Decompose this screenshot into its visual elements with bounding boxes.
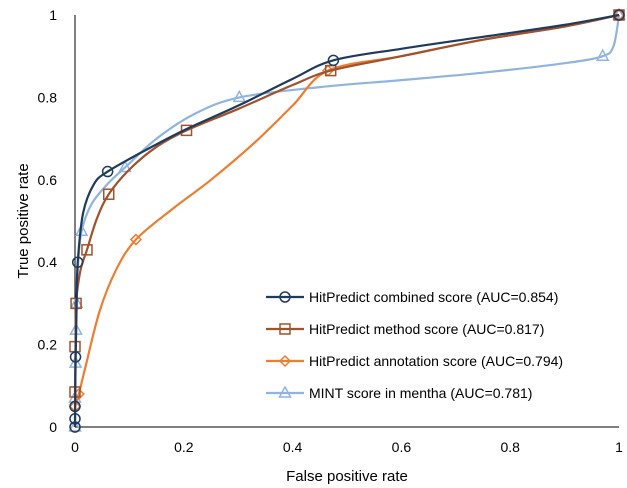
data-point-diamond — [129, 233, 142, 246]
data-point-circle — [69, 413, 81, 425]
legend-label: HitPredict method score (AUC=0.817) — [309, 321, 544, 337]
data-point-circle — [69, 351, 82, 363]
legend-label: HitPredict combined score (AUC=0.854) — [309, 289, 558, 305]
data-point-square — [102, 188, 115, 200]
data-point-triangle — [74, 223, 89, 237]
x-tick-label: 0.6 — [392, 439, 412, 455]
legend-marker — [279, 323, 291, 335]
data-point-square — [81, 244, 93, 256]
x-tick-label: 0.8 — [500, 439, 520, 455]
series-line — [73, 13, 620, 392]
legend-item: HitPredict annotation score (AUC=0.794) — [266, 353, 563, 369]
plot-area: 0 0.2 0.4 0.6 0.8 1 0 0.2 0.4 0.6 0.8 1 — [38, 7, 626, 455]
data-point-circle — [613, 9, 625, 21]
x-tick-label: 0.2 — [174, 439, 194, 455]
legend-item: HitPredict combined score (AUC=0.854) — [266, 289, 558, 305]
x-tick-labels: 0 0.2 0.4 0.6 0.8 1 — [71, 439, 623, 455]
legend-marker — [279, 291, 291, 303]
y-tick-label: 0.2 — [38, 337, 58, 353]
data-point-circle — [69, 400, 81, 413]
data-point-triangle — [595, 48, 610, 61]
y-tick-label: 0 — [49, 419, 57, 435]
data-point-circle — [101, 165, 114, 178]
y-tick-label: 0.4 — [38, 254, 58, 270]
x-tick-label: 1 — [615, 439, 623, 455]
legend: HitPredict combined score (AUC=0.854) Hit… — [266, 289, 563, 401]
legend-label: HitPredict annotation score (AUC=0.794) — [309, 353, 563, 369]
series-2 — [69, 9, 625, 398]
data-point-circle — [327, 54, 340, 67]
data-point-triangle — [118, 159, 132, 173]
legend-label: MINT score in mentha (AUC=0.781) — [309, 385, 532, 401]
data-point-circle — [69, 421, 81, 433]
data-point-circle — [71, 256, 84, 268]
series-layer — [68, 7, 626, 433]
x-tick-label: 0 — [71, 439, 79, 455]
legend-item: HitPredict method score (AUC=0.817) — [266, 321, 544, 337]
data-point-triangle — [232, 89, 247, 103]
x-axis-title: False positive rate — [286, 468, 408, 485]
legend-marker — [278, 354, 292, 368]
data-point-square — [324, 64, 337, 77]
series-1 — [69, 9, 625, 433]
series-line — [73, 13, 620, 407]
y-tick-labels: 0 0.2 0.4 0.6 0.8 1 — [38, 7, 58, 435]
series-line — [73, 13, 620, 428]
y-axis-title: True positive rate — [15, 163, 32, 278]
y-tick-label: 0.8 — [38, 89, 58, 105]
legend-item: MINT score in mentha (AUC=0.781) — [266, 385, 532, 401]
y-tick-label: 1 — [49, 7, 57, 23]
data-point-triangle — [68, 419, 82, 432]
legend-marker — [278, 385, 292, 398]
x-tick-label: 0.4 — [283, 439, 303, 455]
series-3 — [68, 8, 626, 413]
y-tick-label: 0.6 — [38, 172, 58, 188]
